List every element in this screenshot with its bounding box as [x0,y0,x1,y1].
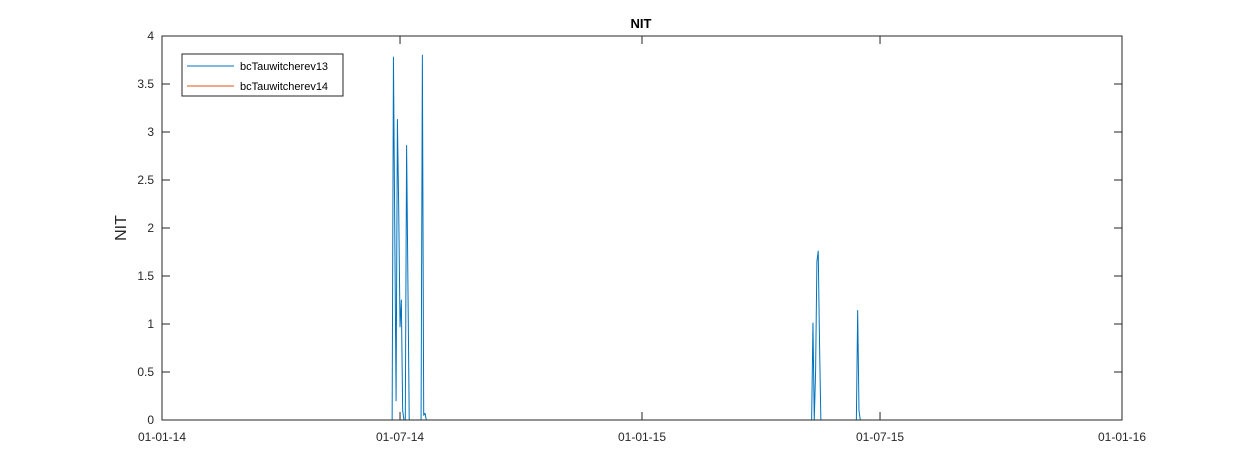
y-tick-label: 0.5 [137,365,154,379]
legend-label: bcTauwitcherev13 [240,61,328,73]
x-tick-label: 01-07-15 [856,430,904,444]
y-tick-label: 2.5 [137,173,154,187]
y-tick-label: 0 [147,413,154,427]
plot-border [161,35,1123,421]
y-tick-label: 1.5 [137,269,154,283]
legend[interactable]: bcTauwitcherev13 bcTauwitcherev14 [181,53,344,97]
x-tick-label: 01-01-14 [138,430,186,444]
x-tick-label: 01-07-14 [376,430,424,444]
y-tick-label: 3 [147,125,154,139]
x-tick-label: 01-01-15 [618,430,666,444]
legend-box [181,53,344,97]
y-axis-label: NIT [113,215,130,241]
y-tick-label: 1 [147,317,154,331]
y-tick-label: 2 [147,221,154,235]
chart-title: NIT [631,16,652,31]
legend-label: bcTauwitcherev14 [240,81,328,93]
y-tick-label: 3.5 [137,77,154,91]
x-tick-label: 01-01-16 [1098,430,1146,444]
y-tick-label: 4 [147,29,154,43]
plot-area [162,36,1122,420]
